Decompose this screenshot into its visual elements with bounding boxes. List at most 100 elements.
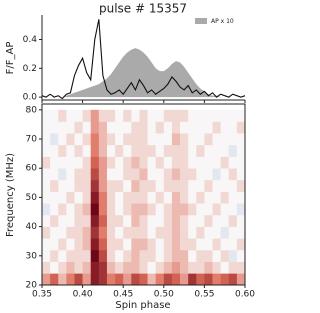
plot-frame	[41, 103, 246, 286]
heatmap-cell	[74, 191, 83, 204]
heatmap-cell	[42, 214, 51, 227]
heatmap-cell	[188, 121, 197, 134]
heatmap-cell	[188, 226, 197, 239]
heatmap-cell	[42, 191, 51, 204]
heatmap-cell	[212, 179, 221, 192]
heatmap-cell	[123, 144, 132, 157]
heatmap-cell	[171, 121, 181, 134]
heatmap-cell	[180, 249, 189, 262]
heatmap-cell	[139, 179, 148, 192]
heatmap-cell	[82, 214, 92, 227]
heatmap-cell	[98, 203, 108, 216]
heatmap-cell	[98, 156, 108, 169]
heatmap-cell	[196, 203, 205, 216]
heatmap-cell	[131, 226, 140, 239]
heatmap-cell	[50, 179, 59, 192]
heatmap-cell	[220, 214, 230, 227]
heatmap-cell	[42, 179, 51, 192]
heatmap-cell	[147, 144, 156, 157]
heatmap-cell	[228, 191, 238, 204]
heatmap-cell	[90, 249, 100, 262]
x-tick-label: 0.40	[73, 290, 93, 300]
heatmap-cell	[131, 121, 140, 134]
y-axis-label: F/F_AP	[5, 42, 16, 75]
heatmap-cell	[212, 249, 221, 262]
heatmap-cell	[180, 203, 189, 216]
heatmap-cell	[115, 203, 124, 216]
heatmap-cell	[180, 168, 189, 181]
heatmap-cell	[58, 179, 67, 192]
heatmap-cell	[163, 179, 173, 192]
heatmap-cell	[147, 249, 156, 262]
heatmap-cell	[155, 261, 165, 274]
heatmap-cell	[155, 109, 165, 122]
heatmap-cell	[58, 191, 67, 204]
heatmap-cell	[58, 168, 67, 181]
heatmap-cell	[66, 168, 75, 181]
heatmap-cell	[115, 191, 124, 204]
heatmap-cell	[196, 168, 205, 181]
heatmap-cell	[50, 144, 59, 157]
legend-swatch	[195, 18, 207, 24]
heatmap-cell	[220, 168, 230, 181]
heatmap-cell	[131, 191, 140, 204]
heatmap-cell	[123, 121, 132, 134]
x-axis-label: Spin phase	[115, 300, 170, 311]
heatmap-cell	[123, 238, 132, 251]
y-tick-label: 20	[26, 281, 38, 291]
heatmap-cell	[58, 121, 67, 134]
heatmap-cell	[74, 261, 83, 274]
heatmap-cell	[123, 168, 132, 181]
heatmap-cell	[204, 191, 213, 204]
heatmap-cell	[180, 191, 189, 204]
heatmap-cell	[106, 273, 116, 286]
heatmap-cell	[66, 156, 75, 169]
page: {"chart_data": [ {"type": "line", "title…	[5, 1, 256, 311]
heatmap-cell	[98, 261, 108, 274]
heatmap-cell	[196, 156, 205, 169]
heatmap-cell	[98, 109, 108, 122]
heatmap-cell	[236, 133, 246, 146]
heatmap-cell	[42, 109, 51, 122]
heatmap-cell	[204, 261, 213, 274]
y-tick-label: 0.0	[23, 93, 38, 103]
heatmap-cell	[106, 156, 116, 169]
heatmap-cell	[228, 156, 238, 169]
heatmap-cell	[236, 179, 246, 192]
heatmap-cell	[115, 214, 124, 227]
heatmap-cell	[171, 261, 181, 274]
heatmap-cell	[147, 109, 156, 122]
heatmap-cell	[171, 133, 181, 146]
heatmap-cell	[66, 226, 75, 239]
heatmap-cell	[228, 133, 238, 146]
heatmap-cell	[204, 156, 213, 169]
heatmap-cell	[236, 191, 246, 204]
heatmap-cell	[220, 191, 230, 204]
heatmap-cell	[220, 249, 230, 262]
heatmap-cell	[212, 191, 221, 204]
heatmap-cell	[155, 133, 165, 146]
heatmap-cell	[82, 261, 92, 274]
heatmap-cell	[131, 238, 140, 251]
y-tick-label: 30	[26, 251, 38, 261]
heatmap-cell	[139, 214, 148, 227]
heatmap-cell	[171, 168, 181, 181]
heatmap-cell	[82, 226, 92, 239]
heatmap-cell	[188, 109, 197, 122]
heatmap-cell	[155, 191, 165, 204]
heatmap-cell	[196, 191, 205, 204]
heatmap-cell	[204, 133, 213, 146]
heatmap-cell	[90, 273, 100, 286]
heatmap-cell	[90, 144, 100, 157]
heatmap-cell	[50, 156, 59, 169]
heatmap-cell	[131, 133, 140, 146]
heatmap-cell	[155, 214, 165, 227]
heatmap-cell	[131, 156, 140, 169]
heatmap-cell	[171, 226, 181, 239]
heatmap-cell	[42, 144, 51, 157]
heatmap-cell	[106, 121, 116, 134]
heatmap-cell	[163, 109, 173, 122]
heatmap-cell	[171, 191, 181, 204]
heatmap-cell	[58, 238, 67, 251]
heatmap-cell	[163, 168, 173, 181]
